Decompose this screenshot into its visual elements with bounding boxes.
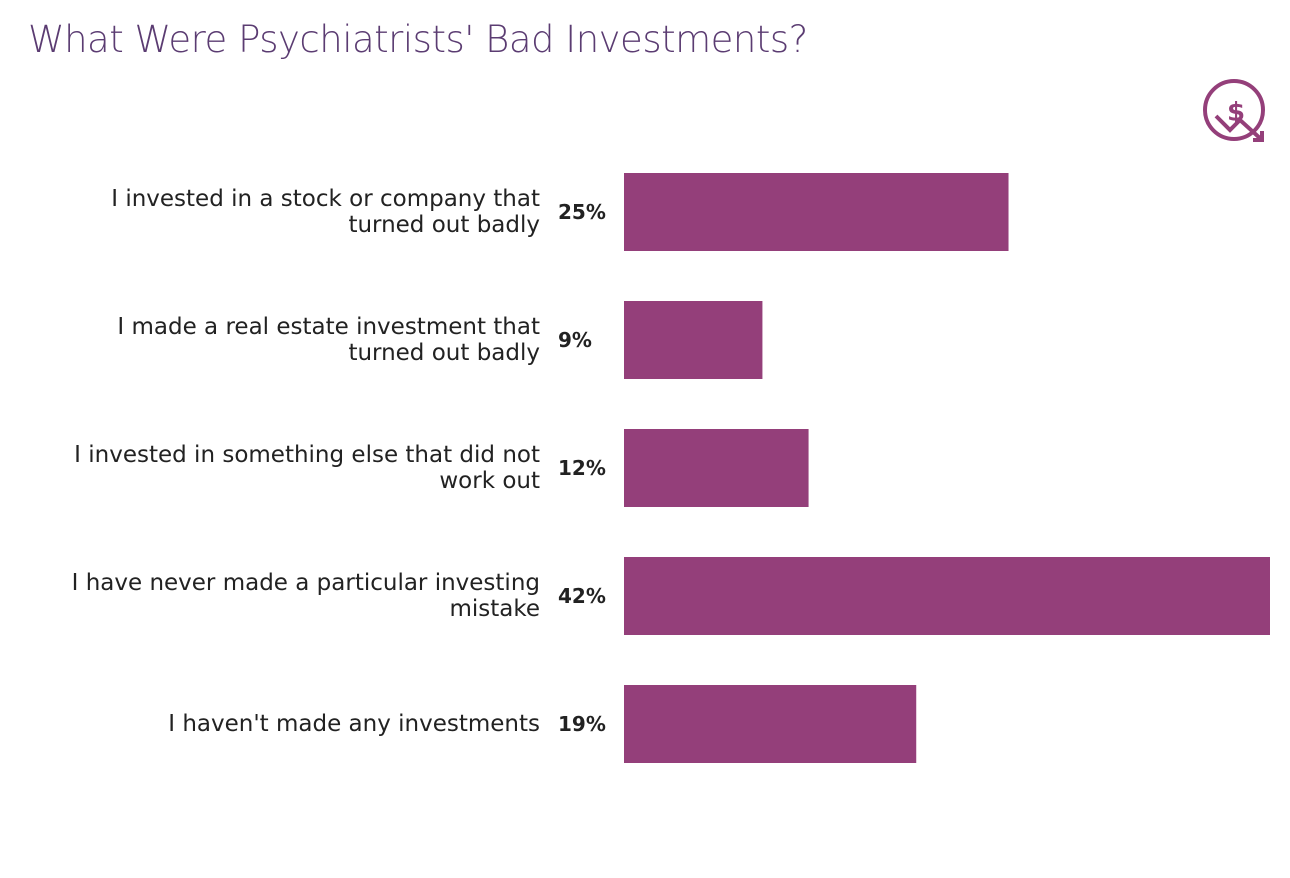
- category-label: I invested in a stock or company that tu…: [111, 186, 540, 238]
- bar: [624, 429, 809, 507]
- category-label: I invested in something else that did no…: [74, 442, 540, 494]
- category-label: I haven't made any investments: [168, 711, 540, 737]
- category-label: I have never made a particular investing…: [71, 570, 540, 622]
- value-label: 9%: [558, 328, 592, 352]
- value-label: 42%: [558, 584, 606, 608]
- bar: [624, 173, 1009, 251]
- value-label: 12%: [558, 456, 606, 480]
- value-label: 25%: [558, 200, 606, 224]
- bar: [624, 557, 1270, 635]
- chart-title: What Were Psychiatrists' Bad Investments…: [28, 18, 808, 61]
- svg-text:$: $: [1227, 98, 1245, 128]
- category-label: I made a real estate investment that tur…: [117, 314, 540, 366]
- bar: [624, 301, 763, 379]
- bar: [624, 685, 917, 763]
- icon: $: [1203, 79, 1265, 142]
- value-label: 19%: [558, 712, 606, 736]
